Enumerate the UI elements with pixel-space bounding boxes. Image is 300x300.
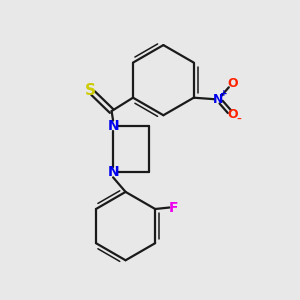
Text: -: - xyxy=(236,113,241,127)
Text: O: O xyxy=(227,77,238,90)
Text: S: S xyxy=(85,83,96,98)
Text: F: F xyxy=(168,200,178,214)
Text: N: N xyxy=(107,119,119,133)
Text: +: + xyxy=(220,89,228,98)
Text: N: N xyxy=(107,165,119,179)
Text: O: O xyxy=(227,108,238,121)
Text: N: N xyxy=(213,93,223,106)
